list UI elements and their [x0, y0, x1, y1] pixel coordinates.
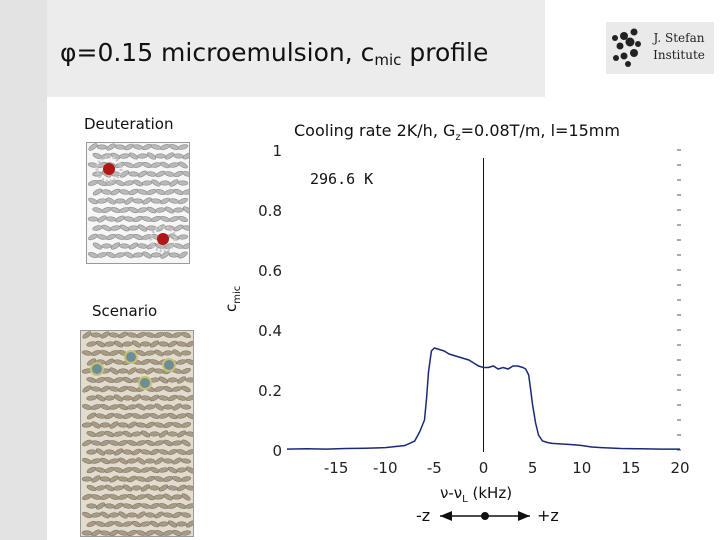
x-tick-label: 0 — [479, 459, 489, 477]
chart-title: Cooling rate 2K/h, Gz=0.08T/m, l=15mm — [294, 121, 620, 143]
logo-line-1: J. Stefan — [653, 31, 705, 45]
y-tick-label: 0 — [272, 442, 282, 460]
z-plus-label: +z — [537, 506, 559, 525]
x-tick-label: 5 — [528, 459, 538, 477]
y-tick-label: 0.4 — [258, 322, 282, 340]
chart-title-suffix: =0.08T/m, l=15mm — [460, 121, 620, 140]
x-tick-label: -10 — [373, 459, 398, 477]
x-title-prefix: ν-ν — [440, 484, 463, 502]
x-tick-label: -5 — [427, 459, 442, 477]
scenario-label: Scenario — [92, 302, 158, 320]
logo-line-2: Institute — [653, 48, 705, 62]
chart-title-subscript: z — [455, 132, 461, 144]
title-end: profile — [401, 38, 489, 67]
x-axis-title: ν-νL (kHz) — [440, 484, 512, 505]
left-decor-band — [0, 0, 47, 540]
logo-dots-icon — [612, 28, 641, 67]
z-minus-label: -z — [416, 506, 431, 525]
x-tick-label: 15 — [621, 459, 640, 477]
y-title-subscript: mic — [232, 285, 243, 304]
x-title-suffix: (kHz) — [467, 484, 513, 502]
title-main: φ=0.15 microemulsion, c — [60, 38, 375, 67]
slide-title: φ=0.15 microemulsion, cmic profile — [60, 38, 488, 69]
institute-logo: J. Stefan Institute — [606, 22, 714, 74]
y-tick-label: 0.6 — [258, 262, 282, 280]
deuteration-image — [86, 142, 190, 264]
scenario-image — [80, 330, 194, 537]
y-axis-title: cmic — [222, 286, 243, 312]
x-tick-label: -15 — [324, 459, 349, 477]
x-tick-label: 20 — [670, 459, 689, 477]
z-axis-arrow — [440, 511, 530, 521]
temperature-annotation: 296.6 K — [310, 170, 374, 188]
y-tick-label: 1 — [272, 142, 282, 160]
y-tick-label: 0.8 — [258, 202, 282, 220]
x-tick-label: 10 — [572, 459, 591, 477]
y-tick-label: 0.2 — [258, 382, 282, 400]
y-title-main: c — [222, 303, 240, 312]
title-subscript: mic — [374, 51, 402, 69]
x-title-subscript: L — [462, 494, 468, 505]
header-band — [47, 0, 545, 97]
data-series-line — [286, 347, 680, 450]
deuteration-label: Deuteration — [84, 115, 174, 133]
logo-text: J. Stefan Institute — [647, 30, 711, 64]
chart-title-prefix: Cooling rate 2K/h, G — [294, 121, 456, 140]
